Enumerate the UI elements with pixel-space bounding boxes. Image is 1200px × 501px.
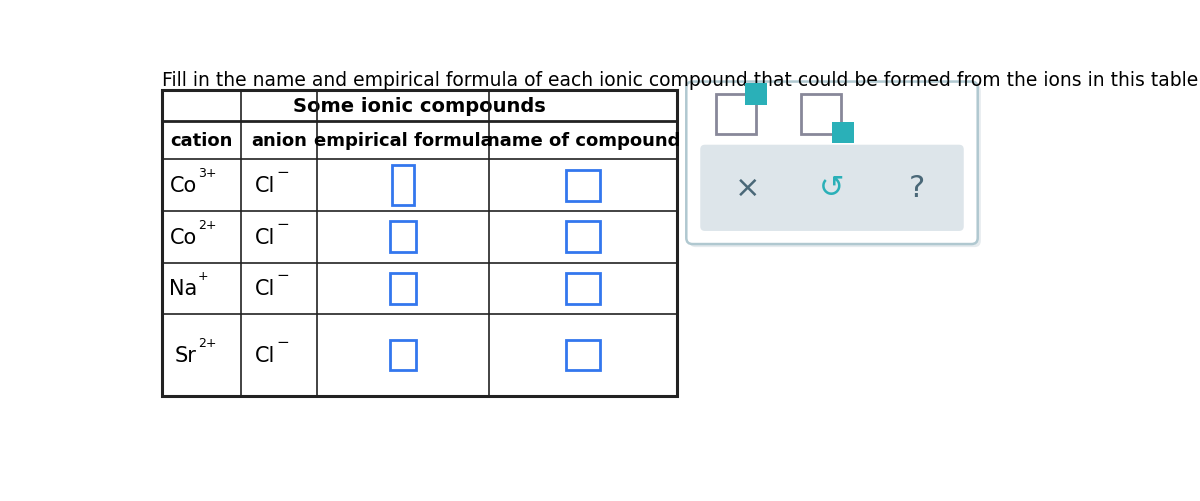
- Bar: [802, 95, 841, 135]
- Text: Sr: Sr: [175, 345, 197, 365]
- Bar: [715, 95, 756, 135]
- Bar: [566, 170, 600, 201]
- Text: −: −: [276, 268, 289, 283]
- Text: +: +: [198, 270, 209, 283]
- Bar: [390, 340, 416, 371]
- Bar: [390, 222, 416, 253]
- Bar: [745, 84, 767, 105]
- Bar: [390, 274, 416, 304]
- Text: cation: cation: [170, 132, 233, 150]
- Text: Cl: Cl: [254, 279, 275, 299]
- Text: Fill in the name and empirical formula of each ionic compound that could be form: Fill in the name and empirical formula o…: [162, 71, 1200, 90]
- Bar: [832, 122, 853, 144]
- Bar: [566, 222, 600, 253]
- Text: Na: Na: [169, 279, 197, 299]
- Text: −: −: [276, 216, 289, 231]
- Text: ×: ×: [734, 174, 760, 203]
- Text: −: −: [276, 334, 289, 349]
- FancyBboxPatch shape: [686, 82, 978, 244]
- Text: ↺: ↺: [820, 174, 845, 203]
- Bar: [162, 91, 677, 396]
- Text: Co: Co: [169, 176, 197, 196]
- Text: Some ionic compounds: Some ionic compounds: [293, 97, 546, 116]
- FancyBboxPatch shape: [701, 145, 964, 231]
- Text: 2+: 2+: [198, 218, 216, 231]
- FancyBboxPatch shape: [689, 86, 980, 247]
- Bar: [566, 274, 600, 304]
- Text: Co: Co: [169, 227, 197, 247]
- Text: Cl: Cl: [254, 176, 275, 196]
- Bar: [392, 166, 414, 206]
- Text: Cl: Cl: [254, 345, 275, 365]
- Bar: [566, 340, 600, 371]
- Text: empirical formula: empirical formula: [313, 132, 492, 150]
- Text: 2+: 2+: [198, 336, 216, 349]
- Text: Cl: Cl: [254, 227, 275, 247]
- Text: 3+: 3+: [198, 167, 216, 180]
- Text: ?: ?: [908, 174, 925, 203]
- Text: anion: anion: [251, 132, 307, 150]
- Text: −: −: [276, 165, 289, 180]
- Text: name of compound: name of compound: [486, 132, 680, 150]
